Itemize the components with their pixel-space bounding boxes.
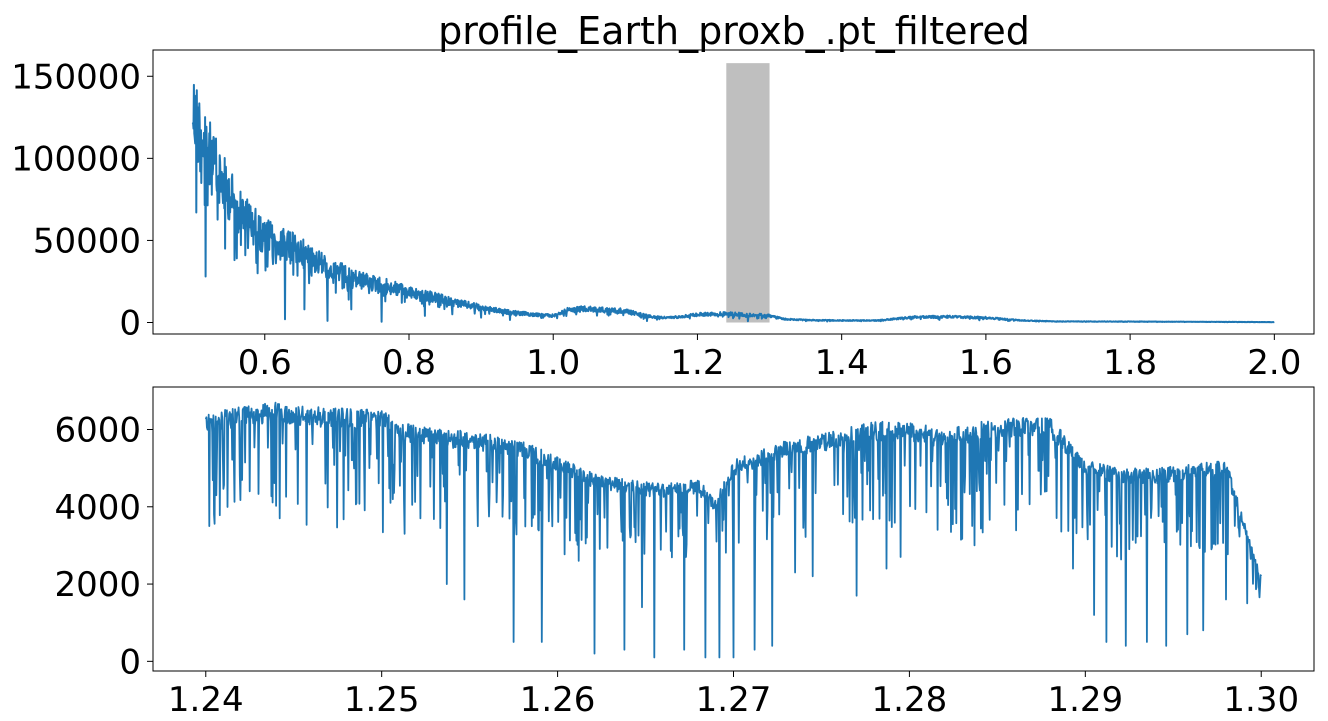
x-tick-label: 1.25 — [344, 680, 420, 720]
bottom-axes: 1.24 1.25 1.26 1.27 1.28 1.29 1.30 0 2000 4000 600… — [54, 386, 1315, 720]
x-tick-label: 1.4 — [815, 343, 869, 383]
y-tick-label: 50000 — [33, 221, 141, 261]
x-tick-label: 1.28 — [872, 680, 948, 720]
spectrum-line — [204, 401, 1262, 659]
x-tick-label: 1.2 — [670, 343, 724, 383]
x-tick-label: 1.24 — [168, 680, 244, 720]
x-tick-label: 1.0 — [526, 343, 580, 383]
top-axes: 0.6 0.8 1.0 1.2 1.4 1.6 1.8 2.0 0 50000 100000 1500… — [11, 49, 1315, 383]
x-tick-label: 2.0 — [1247, 343, 1301, 383]
x-tick-label: 1.6 — [959, 343, 1013, 383]
spectrum-line — [191, 83, 1275, 324]
y-tick-label: 2000 — [54, 565, 141, 605]
x-tick-label: 1.8 — [1103, 343, 1157, 383]
y-tick-label: 4000 — [54, 488, 141, 528]
x-tick-label: 1.30 — [1223, 680, 1299, 720]
y-tick-label: 6000 — [54, 411, 141, 451]
y-tick-label: 0 — [119, 304, 141, 344]
chart-title: profile_Earth_proxb_.pt_filtered — [438, 9, 1030, 53]
x-tick-label: 0.6 — [238, 343, 292, 383]
x-tick-label: 1.29 — [1047, 680, 1123, 720]
y-tick-label: 150000 — [11, 57, 141, 97]
x-tick-label: 0.8 — [382, 343, 436, 383]
y-tick-label: 100000 — [11, 139, 141, 179]
y-tick-label: 0 — [119, 642, 141, 682]
x-tick-label: 1.26 — [520, 680, 596, 720]
x-tick-label: 1.27 — [696, 680, 772, 720]
axes-frame — [152, 49, 1315, 335]
highlight-band — [726, 63, 770, 323]
